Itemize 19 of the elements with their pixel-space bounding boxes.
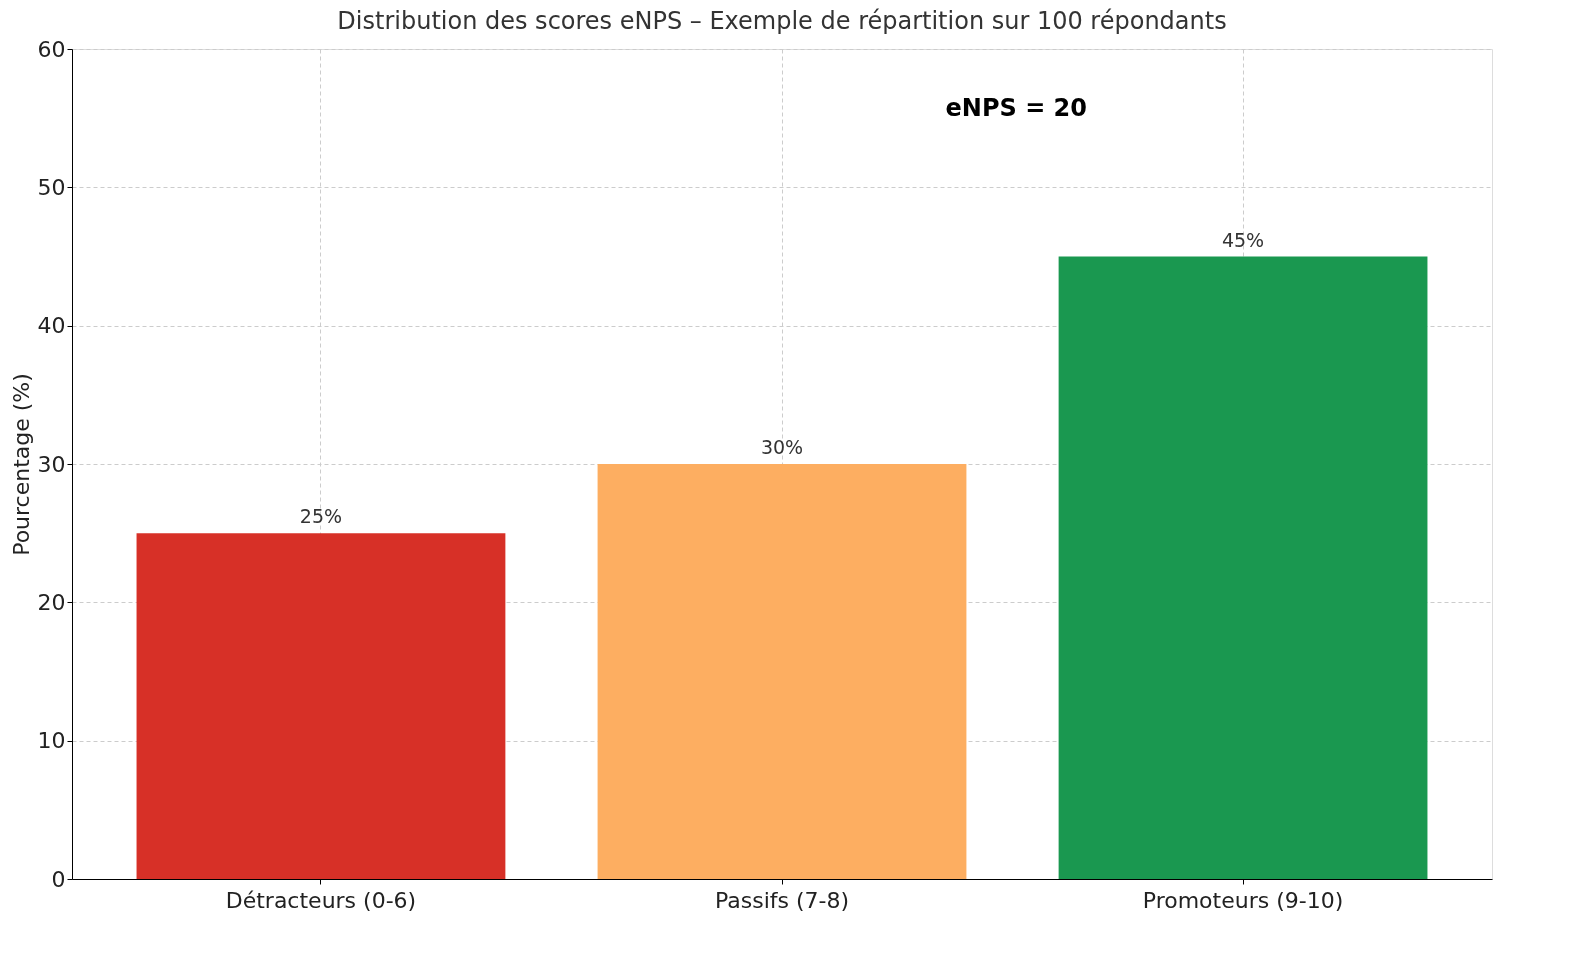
x-tick-label: Détracteurs (0-6) [225,887,417,913]
y-tick-label: 60 [37,36,66,62]
y-tick-label: 0 [51,866,66,892]
annotation: eNPS = 20 [945,93,1088,122]
bar [1058,256,1428,879]
bar [136,533,506,879]
y-tick-label: 30 [37,451,66,477]
y-axis-title: Pourcentage (%) [8,373,34,556]
y-tick-label: 40 [37,313,66,339]
x-tick-label: Passifs (7-8) [714,887,850,913]
data-label: 25% [299,505,343,528]
y-tick-label: 20 [37,589,66,615]
y-tick-label: 50 [37,174,66,200]
y-tick-label: 10 [37,728,66,754]
chart-title: Distribution des scores eNPS – Exemple de répartition sur 100 répondants [337,7,1227,35]
x-tick-label: Promoteurs (9-10) [1142,887,1344,913]
bar [597,464,967,879]
data-label: 45% [1221,228,1265,251]
data-label: 30% [760,436,804,458]
